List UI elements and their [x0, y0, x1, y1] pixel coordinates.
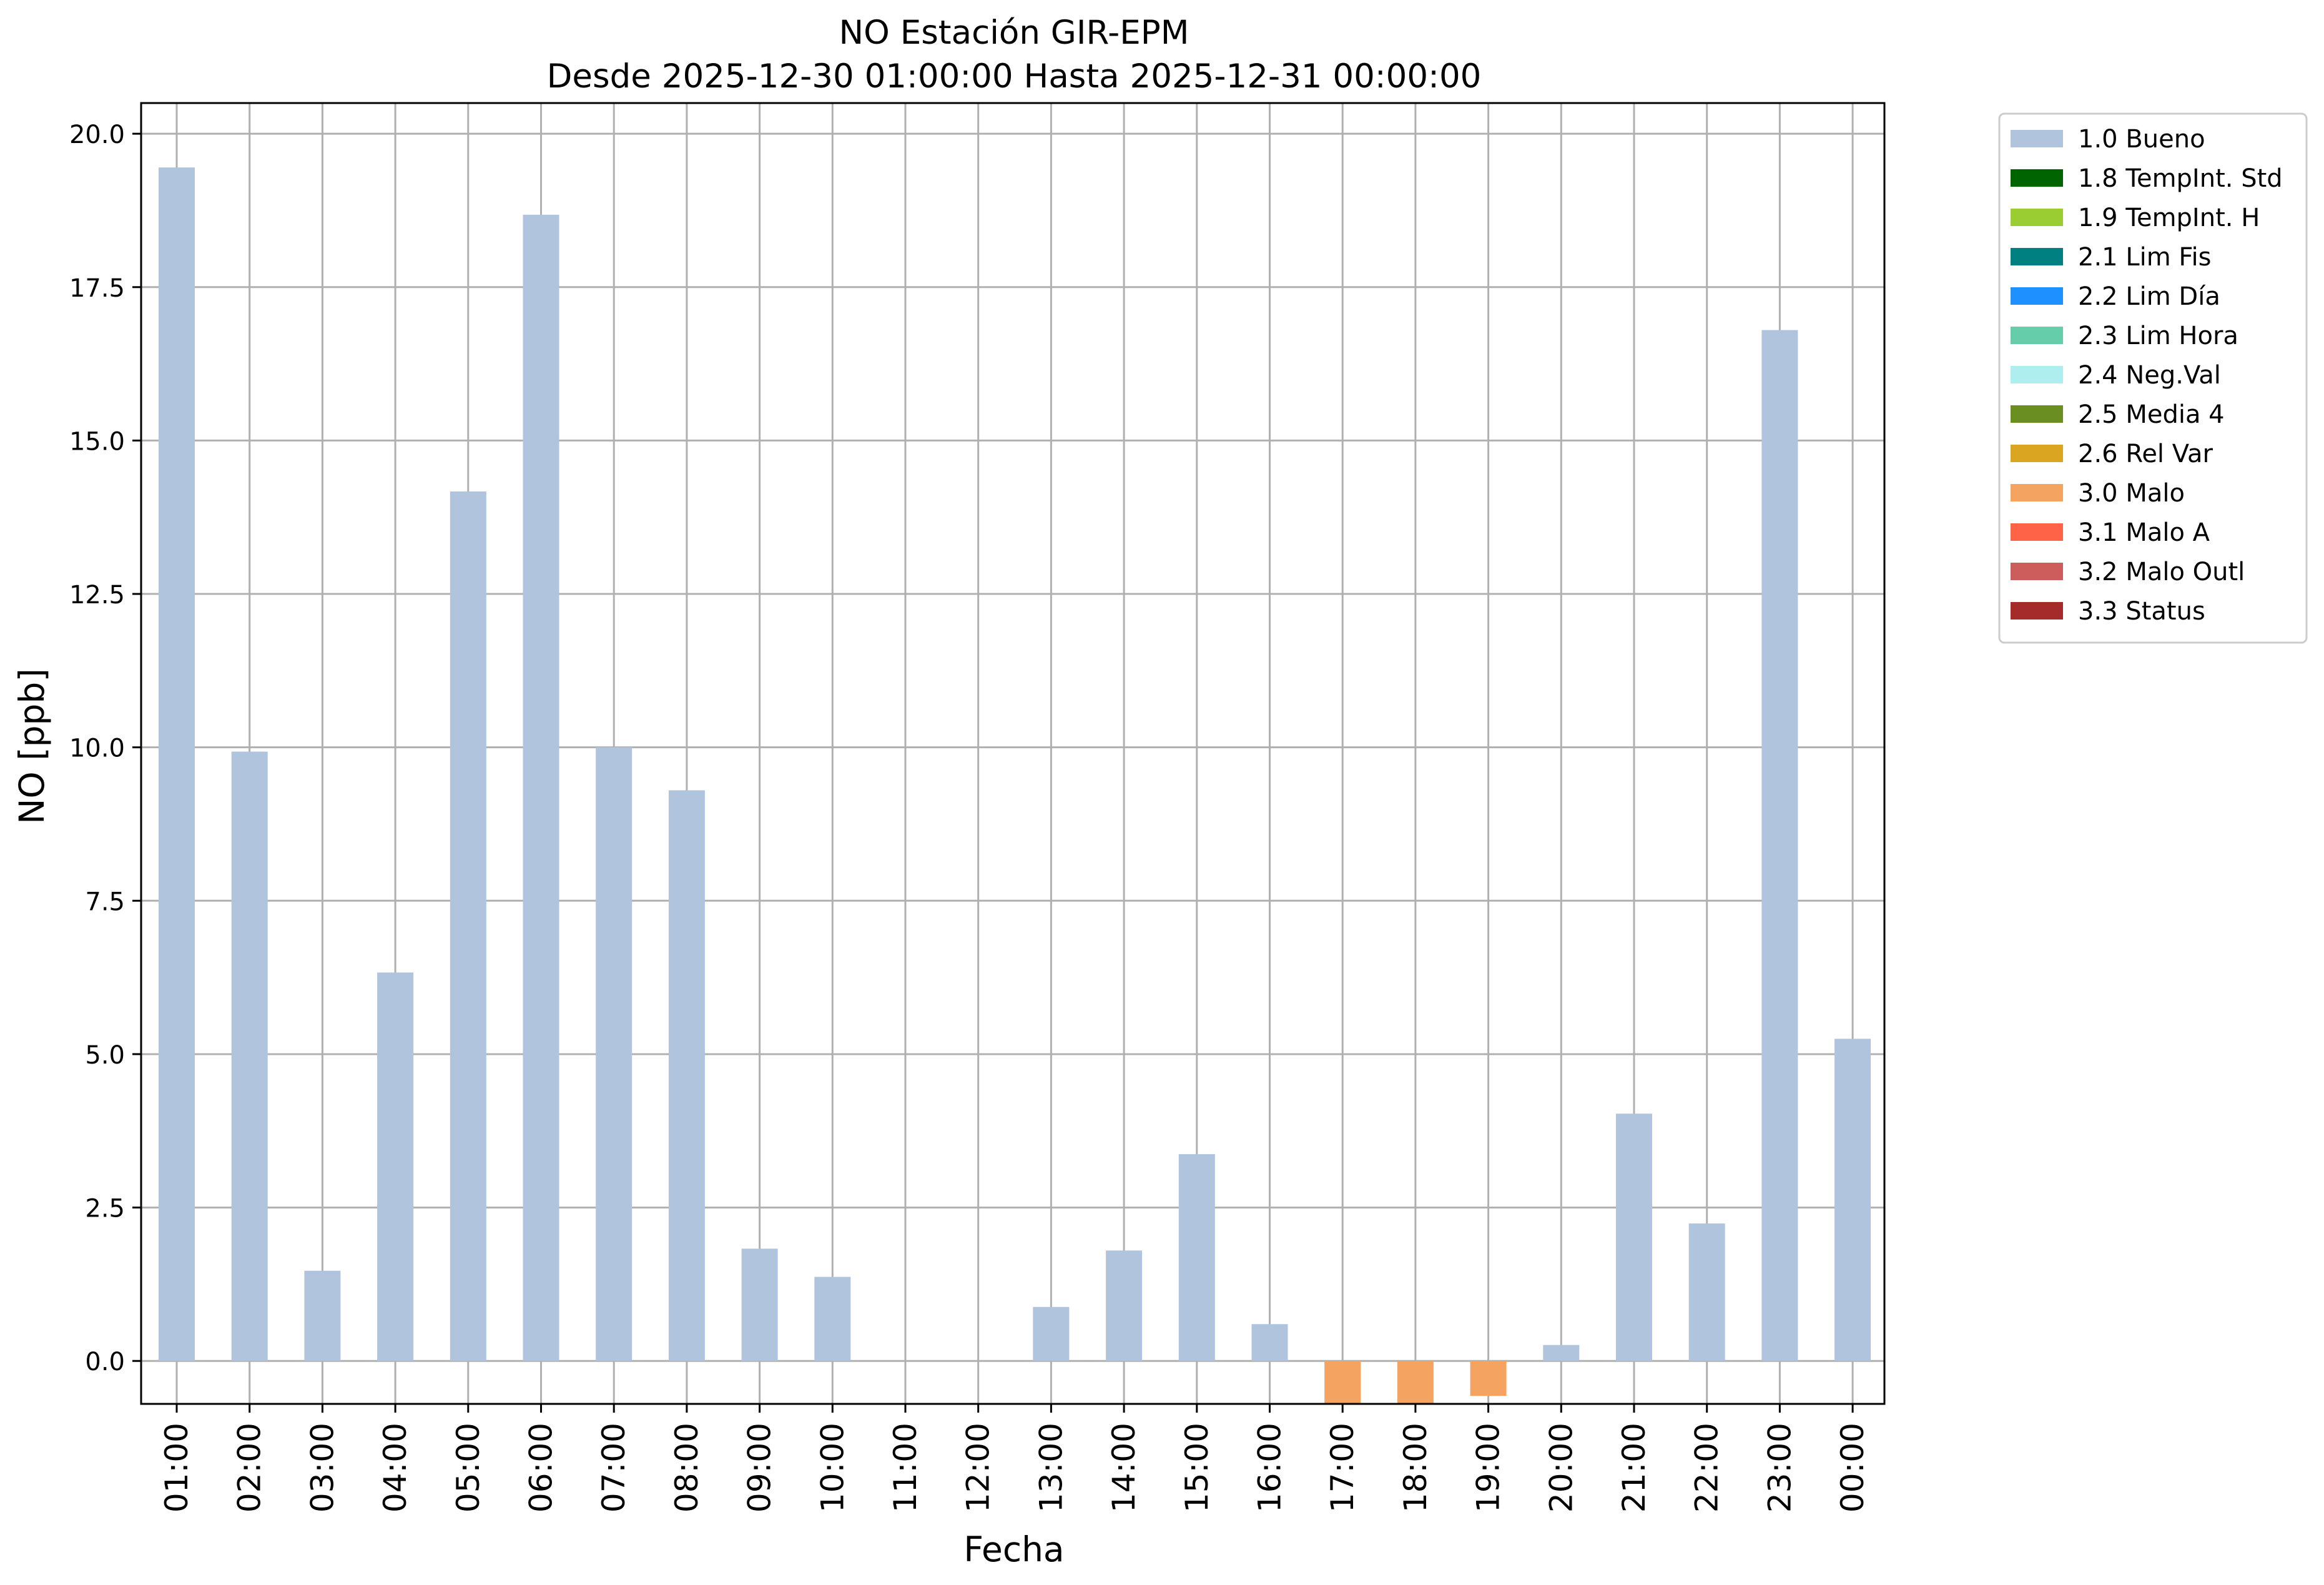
- bar: [523, 214, 559, 1361]
- bar: [1761, 330, 1798, 1361]
- x-tick-label: 23:00: [1761, 1423, 1798, 1513]
- bar: [1470, 1361, 1507, 1396]
- bar: [1324, 1361, 1361, 1404]
- bar: [159, 167, 195, 1361]
- legend-swatch: [2011, 484, 2063, 501]
- y-tick-label: 15.0: [69, 427, 125, 456]
- legend-frame: [1998, 112, 2308, 644]
- legend-label: 1.0 Bueno: [2078, 125, 2205, 154]
- y-tick-label: 7.5: [85, 887, 125, 916]
- x-tick-label: 00:00: [1834, 1423, 1871, 1513]
- legend-label: 2.4 Neg.Val: [2078, 361, 2221, 390]
- y-tick-label: 10.0: [69, 734, 125, 763]
- x-tick-label: 05:00: [450, 1423, 486, 1513]
- bar: [304, 1270, 341, 1361]
- bar: [1834, 1039, 1871, 1361]
- legend-swatch: [2011, 405, 2063, 423]
- bar: [1106, 1250, 1143, 1361]
- x-tick-label: 08:00: [669, 1423, 705, 1513]
- legend-swatch: [2011, 523, 2063, 541]
- legend-swatch: [2011, 169, 2063, 187]
- x-tick-label: 09:00: [742, 1423, 778, 1513]
- x-tick-label: 14:00: [1106, 1423, 1142, 1513]
- legend-label: 2.1 Lim Fis: [2078, 243, 2211, 272]
- plot-area: 0.0 2.5 5.0 7.5 10.0 12.5 15.0 17.5 20.0 01:00 02:…: [69, 102, 1886, 1513]
- legend-swatch: [2011, 563, 2063, 580]
- bar: [1688, 1223, 1725, 1361]
- plot-background: [141, 103, 1884, 1404]
- bar: [1616, 1113, 1652, 1361]
- legend-label: 3.2 Malo Outl: [2078, 558, 2245, 586]
- legend-label: 1.9 TempInt. H: [2078, 204, 2260, 232]
- x-tick-label: 01:00: [159, 1423, 195, 1513]
- bar: [377, 972, 414, 1361]
- y-tick-label: 17.5: [69, 274, 125, 303]
- x-tick-label: 11:00: [887, 1423, 923, 1513]
- x-tick-label: 10:00: [814, 1423, 850, 1513]
- x-tick-label: 20:00: [1543, 1423, 1579, 1513]
- x-tick-label: 06:00: [523, 1423, 559, 1513]
- x-tick-label: 04:00: [377, 1423, 413, 1513]
- legend-swatch: [2011, 366, 2063, 383]
- legend-swatch: [2011, 602, 2063, 620]
- legend-swatch: [2011, 327, 2063, 344]
- x-tick-label: 16:00: [1252, 1423, 1288, 1513]
- legend-label: 2.3 Lim Hora: [2078, 322, 2238, 350]
- legend-swatch: [2011, 445, 2063, 462]
- chart-subtitle: Desde 2025-12-30 01:00:00 Hasta 2025-12-…: [547, 57, 1482, 96]
- x-tick-label: 17:00: [1324, 1423, 1361, 1513]
- legend-swatch: [2011, 248, 2063, 265]
- x-tick-label: 13:00: [1033, 1423, 1069, 1513]
- bar: [450, 491, 486, 1361]
- x-tick-label: 21:00: [1616, 1423, 1652, 1513]
- bar: [596, 747, 633, 1361]
- y-tick-label: 5.0: [85, 1041, 125, 1070]
- legend-swatch: [2011, 209, 2063, 226]
- bar: [1543, 1345, 1580, 1361]
- x-tick-label: 02:00: [232, 1423, 268, 1513]
- legend: 1.0 Bueno 1.8 TempInt. Std 1.9 TempInt. H 2…: [1998, 112, 2308, 644]
- bar: [1251, 1324, 1288, 1361]
- y-tick-label: 0.0: [85, 1348, 125, 1376]
- legend-label: 2.5 Media 4: [2078, 400, 2225, 429]
- bar: [1397, 1361, 1434, 1404]
- legend-label: 2.2 Lim Día: [2078, 282, 2220, 311]
- bar: [1033, 1306, 1070, 1361]
- chart-title: NO Estación GIR-EPM: [839, 14, 1189, 52]
- bar: [1178, 1154, 1215, 1361]
- bar: [741, 1248, 778, 1361]
- legend-label: 2.6 Rel Var: [2078, 440, 2213, 468]
- bar: [231, 751, 268, 1361]
- x-axis-label: Fecha: [963, 1529, 1064, 1569]
- x-tick-label: 19:00: [1470, 1423, 1507, 1513]
- bar: [814, 1276, 851, 1361]
- y-tick-label: 2.5: [85, 1195, 125, 1223]
- x-tick-label: 03:00: [304, 1423, 340, 1513]
- legend-label: 3.1 Malo A: [2078, 518, 2210, 547]
- x-tick-label: 22:00: [1689, 1423, 1725, 1513]
- x-tick-label: 12:00: [960, 1423, 997, 1513]
- x-tick-label: 15:00: [1179, 1423, 1215, 1513]
- legend-label: 1.8 TempInt. Std: [2078, 164, 2283, 193]
- legend-swatch: [2011, 130, 2063, 147]
- x-tick-label: 07:00: [596, 1423, 632, 1513]
- x-tick-label: 18:00: [1397, 1423, 1434, 1513]
- y-axis-label: NO [ppb]: [12, 668, 52, 824]
- plot-frame: [140, 102, 1886, 1405]
- bar: [668, 790, 705, 1361]
- y-tick-label: 12.5: [69, 581, 125, 610]
- legend-label: 3.3 Status: [2078, 597, 2205, 626]
- y-tick-label: 20.0: [69, 121, 125, 149]
- legend-label: 3.0 Malo: [2078, 479, 2185, 508]
- legend-swatch: [2011, 287, 2063, 305]
